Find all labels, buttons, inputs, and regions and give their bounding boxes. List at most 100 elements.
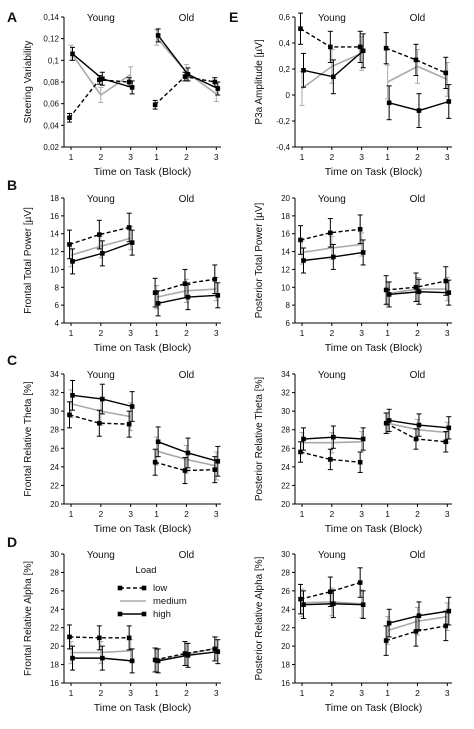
y-tick-label: 0,4 (279, 39, 291, 48)
group-label-old: Old (179, 370, 195, 381)
group-label-young: Young (318, 13, 346, 24)
series-line-low (154, 278, 215, 294)
data-point-low (97, 77, 102, 83)
data-point-high (129, 85, 135, 90)
data-point-high (360, 602, 366, 607)
data-point-low (97, 232, 102, 237)
y-tick-label: 0,06 (43, 100, 59, 109)
y-tick-label: 4 (55, 319, 60, 328)
x-tick-label: 2 (329, 328, 334, 338)
y-tick-label: 28 (281, 426, 290, 435)
data-point-low (126, 421, 132, 427)
y-tick-label: 0 (286, 91, 291, 100)
x-tick-label: 1 (154, 688, 159, 698)
y-tick-label: 0,04 (43, 121, 59, 130)
y-tick-label: -0,4 (276, 143, 290, 152)
x-tick-label: 3 (359, 152, 364, 162)
data-point-high (185, 72, 191, 77)
y-tick-label: 32 (281, 389, 290, 398)
group-label-young: Young (318, 550, 346, 561)
x-tick-label: 3 (214, 152, 219, 162)
data-point-high (215, 649, 221, 654)
series-line-low (69, 226, 130, 246)
y-tick-label: 18 (281, 661, 290, 670)
group-label-old: Old (410, 194, 426, 205)
data-point-low (212, 646, 218, 652)
y-axis-title: Posterior Relative Alpha [%] (254, 556, 265, 680)
data-point-low (383, 45, 389, 51)
y-tick-label: 16 (281, 679, 290, 688)
data-point-low (182, 74, 188, 79)
data-point-high (360, 250, 366, 255)
data-point-low (357, 459, 363, 465)
data-point-low (298, 26, 303, 31)
y-tick-label: 28 (50, 426, 59, 435)
x-tick-label: 1 (69, 509, 74, 519)
chart-panel: D 16 18 20 22 24 26 28 30 1 2 3 1 2 3 Time on Task (Blo… (7, 534, 221, 714)
y-tick-label: 20 (50, 500, 59, 509)
x-tick-label: 2 (415, 509, 420, 519)
data-point-low (182, 281, 188, 287)
y-axis-title: Posterior Total Power [µV] (254, 202, 265, 318)
legend-marker (117, 611, 123, 617)
x-tick-label: 1 (385, 688, 390, 698)
y-tick-label: 16 (281, 230, 290, 239)
data-point-high (215, 293, 221, 298)
y-tick-label: 20 (50, 642, 59, 651)
data-point-low (97, 420, 102, 426)
x-tick-label: 3 (359, 509, 364, 519)
x-tick-label: 3 (214, 688, 219, 698)
group-label-young: Young (87, 370, 115, 381)
data-point-low (443, 623, 449, 629)
data-point-high (416, 422, 422, 428)
y-axis-title: Frontal Relative Alpha [%] (23, 561, 34, 676)
data-point-high (100, 396, 105, 402)
data-point-low (152, 290, 158, 295)
x-tick-label: 2 (415, 328, 420, 338)
panel-letter: E (229, 9, 238, 25)
x-tick-label: 1 (69, 152, 74, 162)
x-axis-title: Time on Task (Block) (94, 702, 191, 714)
data-point-high (446, 290, 452, 295)
data-point-low (298, 449, 303, 455)
data-point-high (215, 458, 221, 464)
panel-letter: C (7, 352, 17, 368)
y-tick-label: 0,6 (279, 13, 291, 22)
x-tick-label: 3 (128, 509, 133, 519)
x-tick-label: 2 (98, 328, 103, 338)
data-point-high (446, 99, 452, 104)
data-point-low (413, 629, 419, 634)
x-tick-label: 1 (385, 509, 390, 519)
chart-panel: A 0,02 0,04 0,06 0,08 0,1 0,12 0,14 1 2 3 1 2 3 Time o… (7, 9, 221, 178)
x-tick-label: 1 (154, 152, 159, 162)
x-axis-title: Time on Task (Block) (94, 166, 191, 178)
y-tick-label: 0,02 (43, 143, 59, 152)
data-point-low (212, 79, 218, 85)
y-tick-label: 18 (281, 212, 290, 221)
x-tick-label: 1 (154, 328, 159, 338)
data-point-high (416, 108, 422, 113)
y-tick-label: 34 (281, 370, 290, 379)
data-point-low (67, 242, 72, 247)
y-tick-label: 8 (55, 283, 60, 292)
legend-label-low: low (153, 583, 167, 594)
data-point-high (155, 658, 161, 664)
data-point-low (328, 230, 333, 236)
data-point-low (126, 225, 132, 230)
data-point-low (67, 412, 72, 418)
series-line-low (385, 47, 447, 74)
x-tick-label: 1 (300, 509, 305, 519)
group-label-young: Young (87, 194, 115, 205)
x-tick-label: 2 (184, 152, 189, 162)
data-point-low (182, 651, 188, 656)
y-tick-label: 12 (281, 265, 290, 274)
group-label-young: Young (318, 370, 346, 381)
y-tick-label: 30 (281, 550, 290, 559)
data-point-low (182, 468, 188, 473)
y-tick-label: 16 (50, 212, 59, 221)
series-line-low (154, 461, 215, 472)
data-point-low (413, 436, 419, 442)
legend-label-high: high (153, 609, 171, 620)
data-point-high (301, 258, 306, 263)
